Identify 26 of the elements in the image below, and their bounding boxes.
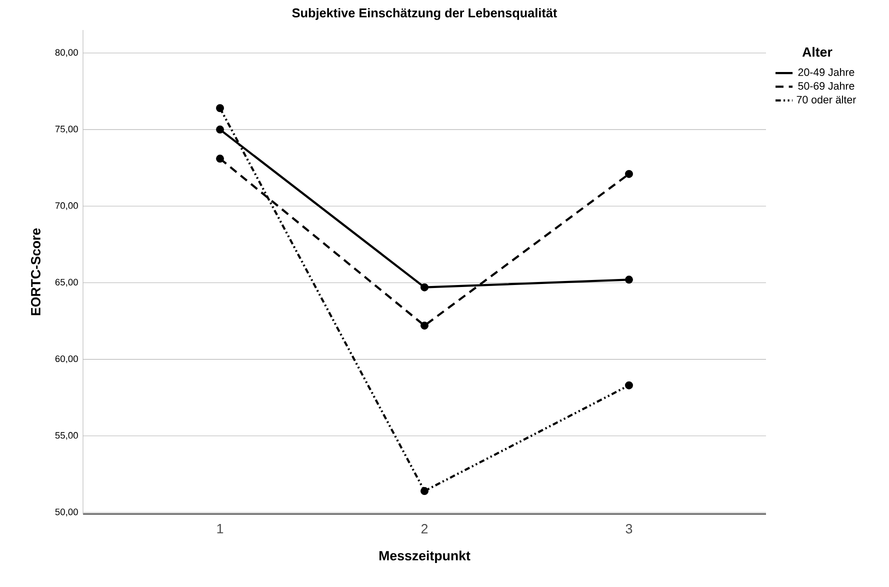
legend-label: 50-69 Jahre [798, 82, 854, 90]
legend-label: 20-49 Jahre [798, 68, 854, 76]
point [420, 487, 429, 496]
x-tick-label: 2 [421, 524, 428, 534]
x-axis-title: Messzeitpunkt [379, 550, 470, 564]
y-tick-label: 65,00 [55, 278, 78, 287]
point [216, 126, 224, 134]
chart-title: Subjektive Einschätzung der Lebensqualität [292, 8, 558, 20]
legend-label: 70 oder älter [796, 96, 856, 104]
y-tick-label: 80,00 [55, 49, 78, 57]
point [624, 276, 633, 284]
y-axis-title: EORTC-Score [31, 228, 40, 316]
point [216, 154, 224, 163]
y-tick-label: 55,00 [55, 432, 78, 440]
y-tick-label: 75,00 [55, 126, 78, 134]
point [420, 283, 429, 292]
y-tick-label: 70,00 [55, 202, 78, 210]
point [624, 170, 633, 178]
point [216, 104, 224, 112]
x-tick-label: 1 [217, 524, 224, 534]
point [624, 381, 633, 390]
point [420, 322, 429, 330]
y-tick-label: 60,00 [55, 355, 78, 364]
y-tick-label: 50,00 [55, 508, 78, 516]
legend-title: Alter [802, 46, 832, 57]
x-tick-label: 3 [626, 524, 632, 534]
